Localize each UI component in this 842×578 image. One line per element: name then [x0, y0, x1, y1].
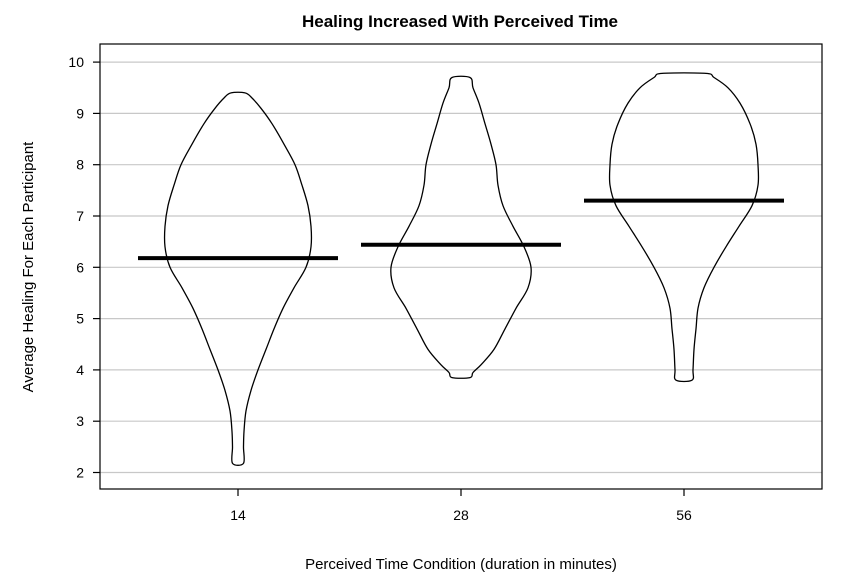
y-tick-label: 4 [76, 362, 84, 378]
y-tick-label: 6 [76, 259, 84, 275]
chart-title: Healing Increased With Perceived Time [302, 12, 618, 31]
x-axis-title: Perceived Time Condition (duration in mi… [305, 556, 617, 573]
y-tick-label: 10 [68, 54, 84, 70]
x-tick-label: 56 [676, 507, 692, 523]
y-tick-label: 2 [76, 465, 84, 481]
y-tick-label: 7 [76, 208, 84, 224]
y-tick-label: 8 [76, 157, 84, 173]
x-tick-label: 28 [453, 507, 469, 523]
x-tick-label: 14 [230, 507, 246, 523]
y-tick-label: 5 [76, 311, 84, 327]
mean-bars [138, 198, 784, 261]
violin-14 [163, 91, 313, 466]
violin-56 [608, 72, 760, 383]
violin-28 [390, 75, 532, 379]
violins [163, 72, 760, 466]
x-axis: 14 28 56 [230, 489, 692, 523]
y-tick-label: 3 [76, 413, 84, 429]
y-axis-title: Average Healing For Each Participant [20, 141, 37, 393]
y-tick-label: 9 [76, 105, 84, 121]
y-axis: 2 3 4 5 6 7 8 9 10 [68, 54, 100, 481]
gridlines [100, 61, 822, 474]
